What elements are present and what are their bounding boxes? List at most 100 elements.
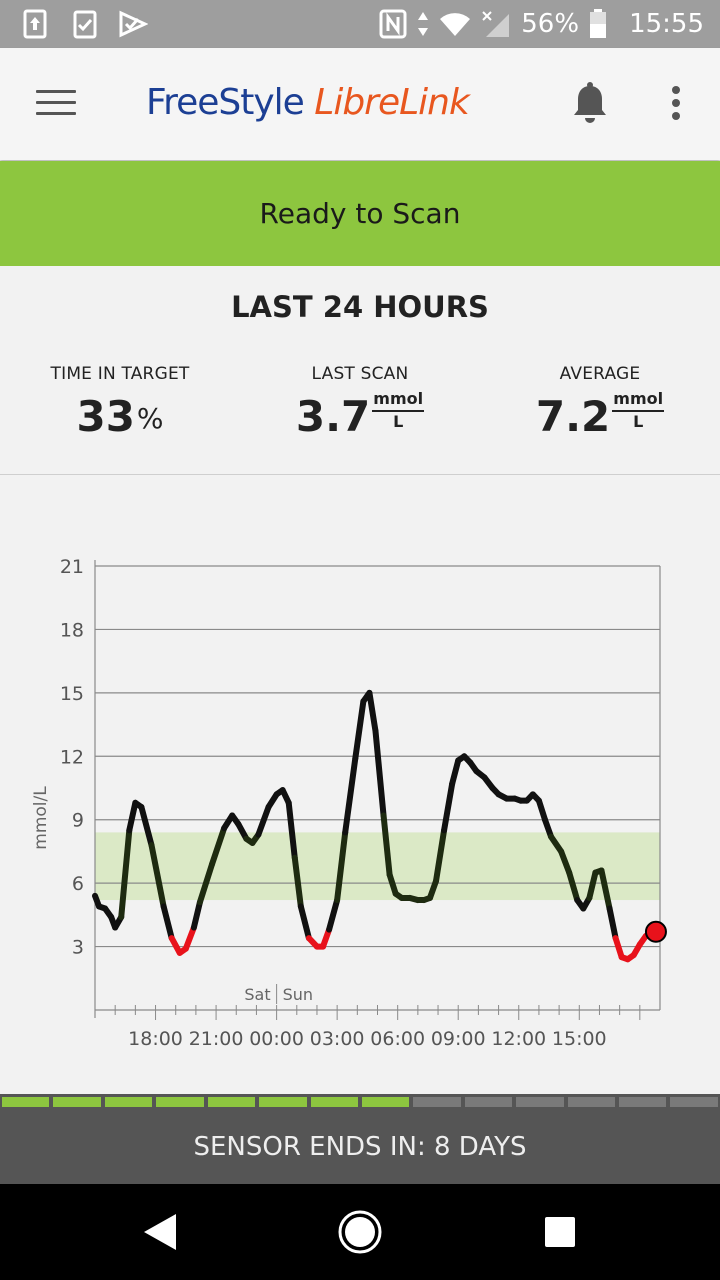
y-tick-label: 12 [60,746,84,768]
glucose-trace-segment [352,698,367,762]
sensor-ends-text: SENSOR ENDS IN: 8 DAYS [193,1132,527,1162]
glucose-trace-segment [196,861,216,906]
glucose-trace-segment [148,842,167,910]
x-tick-label: 00:00 [249,1028,304,1050]
logo-librelink: LibreLink [314,82,470,123]
progress-segment [2,1097,50,1107]
checkmark-app-icon [119,10,148,38]
glucose-trace-segment [342,755,359,836]
glucose-trace-segment [326,897,341,933]
hamburger-menu-icon[interactable] [36,90,76,118]
signal-icon [482,11,510,37]
home-circle-icon[interactable] [336,1208,384,1256]
average-value: 7.2 [535,392,611,441]
y-axis-label: mmol/L [31,786,51,850]
glucose-trace-segment [441,780,456,834]
progress-segment [619,1097,667,1107]
glucose-trace-segment [566,869,581,904]
battery-icon [590,9,607,38]
day-label-sun: Sun [283,985,313,1004]
progress-segment [464,1097,513,1107]
wifi-icon [440,13,471,37]
x-tick-label: 03:00 [310,1028,365,1050]
navigation-bar [0,1184,720,1280]
more-vert-icon[interactable] [668,86,684,126]
progress-segment [156,1097,204,1107]
unit-numerator: mmol [612,390,665,412]
app-logo: FreeStyle LibreLink [146,82,470,123]
glucose-trace-segment [535,797,548,823]
glucose-trace-segment [449,757,462,787]
progress-segment [259,1097,307,1107]
average-unit: mmol L [612,390,665,432]
progress-segment [361,1097,410,1107]
progress-segment [413,1097,461,1107]
status-bar: 56% 15:55 [0,0,720,48]
glucose-chart-svg: 3 6 9 12 15 18 21 mmol/L 18:00 21:00 00:00 03:00 06:… [31,556,667,1050]
nfc-icon [379,9,407,39]
progress-segment [670,1097,718,1107]
glucose-trace-segment [372,727,387,819]
glucose-trace-segment [255,804,272,838]
current-reading-point [644,920,667,943]
time-in-target-label: TIME IN TARGET [50,364,190,384]
glucose-chart[interactable]: 3 6 9 12 15 18 21 mmol/L 18:00 21:00 00:00 03:00 06:… [0,476,720,1096]
unit-denominator: L [633,412,644,431]
time-in-target-stat: TIME IN TARGET 33% [10,364,230,441]
x-tick-label: 21:00 [189,1028,244,1050]
glucose-trace-segment [433,827,448,885]
sensor-status-bar: SENSOR ENDS IN: 8 DAYS [0,1110,720,1184]
y-tick-label: 6 [72,873,84,895]
recents-square-icon[interactable] [544,1216,576,1248]
progress-segment [310,1097,358,1107]
last-scan-unit: mmol L [372,390,425,432]
time-in-target-value: 33 [76,392,135,441]
progress-segment [516,1097,564,1107]
average-label: AVERAGE [559,364,641,384]
last-scan-stat: LAST SCAN 3.7 mmol L [250,364,470,441]
x-tick-label: 15:00 [552,1028,607,1050]
last-scan-value: 3.7 [295,392,371,441]
glucose-trace-segment [126,799,139,834]
logo-freestyle: FreeStyle [146,82,315,123]
back-triangle-icon[interactable] [140,1212,180,1252]
glucose-trace-segment [160,903,175,942]
glucose-trace-segment [386,871,399,897]
glucose-trace-segment [291,854,304,910]
glucose-trace-segment [138,804,155,849]
sensor-progress-bar [0,1094,720,1110]
progress-segment [104,1097,153,1107]
x-tick-label: 09:00 [431,1028,486,1050]
progress-segment [567,1097,616,1107]
glucose-trace-segment [586,869,599,901]
unit-numerator: mmol [372,390,425,412]
glucose-trace-segment [209,825,228,868]
battery-percent: 56% [521,9,580,39]
glucose-trace-segment [182,924,197,952]
y-tick-label: 18 [60,619,84,641]
progress-segment [53,1097,101,1107]
y-tick-label: 21 [60,556,84,578]
x-tick-label: 18:00 [128,1028,183,1050]
average-stat: AVERAGE 7.2 mmol L [490,364,710,441]
y-tick-label: 9 [72,810,84,832]
glucose-trace-segment [598,867,613,912]
clipboard-check-icon [73,10,97,39]
glucose-trace-segment [334,829,349,904]
x-tick-label: 06:00 [370,1028,425,1050]
unit-denominator: L [393,412,404,431]
bell-icon[interactable] [570,82,610,126]
glucose-trace-segment [380,812,393,878]
glucose-trace-segment [118,827,133,920]
glucose-trace-segment [606,905,619,942]
data-arrows-icon [418,12,429,36]
x-tick-label: 12:00 [491,1028,546,1050]
app-bar: FreeStyle LibreLink [0,48,720,160]
glucose-trace-segment [558,848,573,876]
scan-banner[interactable]: Ready to Scan [0,161,720,266]
section-title: LAST 24 HOURS [231,290,489,324]
percent-unit: % [136,402,164,435]
glucose-trace-segment [285,799,298,861]
last-scan-label: LAST SCAN [311,364,409,384]
y-tick-label: 3 [72,937,84,959]
